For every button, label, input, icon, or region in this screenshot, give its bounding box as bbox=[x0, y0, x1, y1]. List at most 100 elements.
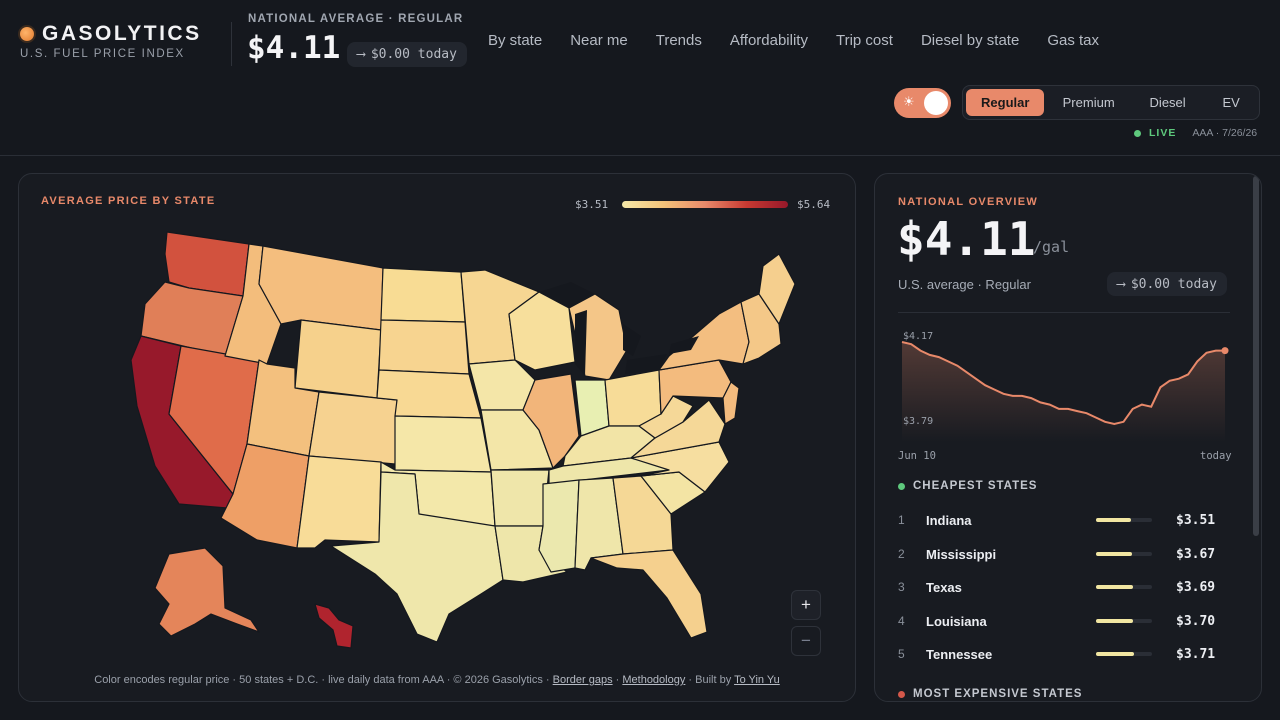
state-wy[interactable] bbox=[294, 319, 382, 399]
main-nav: By state Near me Trends Affordability Tr… bbox=[488, 32, 1099, 49]
flat-arrow-icon: ⟶ bbox=[1117, 276, 1125, 292]
expensive-title-text: MOST EXPENSIVE STATES bbox=[913, 688, 1083, 700]
state-nm[interactable] bbox=[296, 455, 382, 549]
state-tx[interactable] bbox=[330, 471, 504, 643]
row-rank: 2 bbox=[898, 547, 905, 561]
brand-subtitle: U.S. FUEL PRICE INDEX bbox=[20, 48, 185, 60]
state-co[interactable] bbox=[308, 391, 398, 465]
state-ga[interactable] bbox=[612, 475, 674, 555]
state-oh[interactable] bbox=[604, 369, 662, 427]
row-price: $3.71 bbox=[1176, 646, 1216, 662]
row-bar-fill bbox=[1096, 518, 1131, 522]
cheapest-row[interactable]: 1 Indiana $3.51 bbox=[898, 510, 1218, 530]
sparkline-end-label: today bbox=[1200, 450, 1232, 462]
cheapest-row[interactable]: 4 Louisiana $3.70 bbox=[898, 611, 1218, 631]
row-state: Texas bbox=[926, 579, 962, 595]
cheapest-row[interactable]: 2 Mississippi $3.67 bbox=[898, 544, 1218, 564]
state-fl[interactable] bbox=[590, 549, 708, 639]
nav-trip-cost[interactable]: Trip cost bbox=[835, 32, 893, 49]
overview-scrollbar[interactable] bbox=[1253, 176, 1259, 536]
brand-name: GASOLYTICS bbox=[42, 22, 202, 45]
state-me[interactable] bbox=[758, 253, 796, 325]
author-link[interactable]: To Yin Yu bbox=[734, 674, 780, 686]
live-label: LIVE bbox=[1149, 127, 1177, 139]
cheapest-row[interactable]: 3 Texas $3.69 bbox=[898, 577, 1218, 597]
zoom-in-button[interactable]: + bbox=[791, 590, 821, 620]
overview-change-text: $0.00 today bbox=[1130, 276, 1217, 292]
state-ms[interactable] bbox=[538, 479, 580, 573]
cheapest-states-title: CHEAPEST STATES bbox=[898, 480, 1037, 492]
row-price: $3.67 bbox=[1176, 546, 1216, 562]
brand[interactable]: GASOLYTICS U.S. FUEL PRICE INDEX bbox=[20, 22, 202, 60]
overview-unit: /gal bbox=[1033, 238, 1070, 256]
legend-min: $3.51 bbox=[575, 198, 609, 211]
state-ar[interactable] bbox=[490, 469, 550, 527]
nav-trends[interactable]: Trends bbox=[655, 32, 702, 49]
state-il[interactable] bbox=[522, 373, 580, 469]
nav-affordability[interactable]: Affordability bbox=[729, 32, 808, 49]
nav-gas-tax[interactable]: Gas tax bbox=[1047, 32, 1100, 49]
row-bar-fill bbox=[1096, 619, 1133, 623]
live-dot-icon bbox=[1134, 129, 1141, 137]
sparkline-end-dot bbox=[1221, 347, 1229, 355]
sparkline-line bbox=[901, 341, 1225, 426]
state-ks[interactable] bbox=[394, 415, 492, 473]
row-bar-fill bbox=[1096, 552, 1133, 556]
row-bar bbox=[1096, 518, 1152, 522]
row-rank: 1 bbox=[898, 513, 905, 527]
nav-diesel-by-state[interactable]: Diesel by state bbox=[920, 32, 1020, 49]
theme-toggle[interactable]: ☀ bbox=[894, 88, 951, 118]
state-nd[interactable] bbox=[380, 267, 466, 323]
row-price: $3.69 bbox=[1176, 579, 1216, 595]
red-dot-icon bbox=[898, 690, 905, 698]
zoom-out-button[interactable]: − bbox=[791, 626, 821, 656]
overview-price: $4.11 bbox=[897, 212, 1036, 266]
footer-text: Color encodes regular price · 50 states … bbox=[94, 674, 553, 686]
row-price: $3.51 bbox=[1176, 512, 1216, 528]
state-hi[interactable] bbox=[314, 603, 354, 649]
state-ny[interactable] bbox=[658, 301, 750, 371]
state-nc[interactable] bbox=[630, 441, 730, 493]
nav-near-me[interactable]: Near me bbox=[570, 32, 628, 49]
row-bar-fill bbox=[1096, 585, 1133, 589]
toggle-knob bbox=[924, 91, 948, 115]
row-state: Indiana bbox=[926, 512, 972, 528]
row-bar bbox=[1096, 619, 1152, 623]
cheapest-title-text: CHEAPEST STATES bbox=[913, 480, 1038, 492]
row-rank: 5 bbox=[898, 647, 905, 661]
data-source: AAA · 7/26/26 bbox=[1192, 127, 1258, 139]
tab-premium[interactable]: Premium bbox=[1062, 95, 1115, 110]
tab-diesel[interactable]: Diesel bbox=[1149, 95, 1186, 110]
row-state: Louisiana bbox=[926, 613, 987, 629]
map-footer: Color encodes regular price · 50 states … bbox=[19, 674, 855, 686]
row-bar bbox=[1096, 585, 1152, 589]
national-average-price: $4.11 bbox=[247, 30, 341, 66]
tab-regular[interactable]: Regular bbox=[966, 89, 1045, 116]
flat-arrow-icon: ⟶ bbox=[357, 47, 365, 62]
state-ak[interactable] bbox=[154, 547, 260, 637]
border-gaps-link[interactable]: Border gaps bbox=[552, 674, 613, 686]
state-sd[interactable] bbox=[378, 319, 470, 375]
tab-ev[interactable]: EV bbox=[1222, 95, 1240, 110]
nav-by-state[interactable]: By state bbox=[488, 32, 543, 49]
price-sparkline bbox=[901, 341, 1229, 442]
row-rank: 3 bbox=[898, 580, 905, 594]
state-ia[interactable] bbox=[468, 359, 536, 411]
national-change-text: $0.00 today bbox=[370, 47, 457, 62]
national-average-label: NATIONAL AVERAGE · REGULAR bbox=[248, 13, 464, 25]
row-state: Mississippi bbox=[926, 546, 997, 562]
green-dot-icon bbox=[898, 482, 905, 490]
us-map[interactable] bbox=[19, 174, 856, 664]
map-panel: AVERAGE PRICE BY STATE $3.51 $5.64 bbox=[18, 173, 856, 702]
overview-change-badge: ⟶ $0.00 today bbox=[1107, 272, 1227, 296]
sun-icon: ☀ bbox=[903, 94, 915, 109]
state-mt[interactable] bbox=[258, 245, 384, 331]
cheapest-row[interactable]: 5 Tennessee $3.71 bbox=[898, 644, 1218, 664]
row-price: $3.70 bbox=[1176, 613, 1216, 629]
overview-divider bbox=[898, 312, 1230, 313]
methodology-link[interactable]: Methodology bbox=[622, 674, 686, 686]
state-nj[interactable] bbox=[722, 381, 740, 425]
sparkline-start-label: Jun 10 bbox=[898, 450, 936, 462]
row-state: Tennessee bbox=[926, 646, 993, 662]
national-change-badge: ⟶ $0.00 today bbox=[347, 42, 467, 67]
